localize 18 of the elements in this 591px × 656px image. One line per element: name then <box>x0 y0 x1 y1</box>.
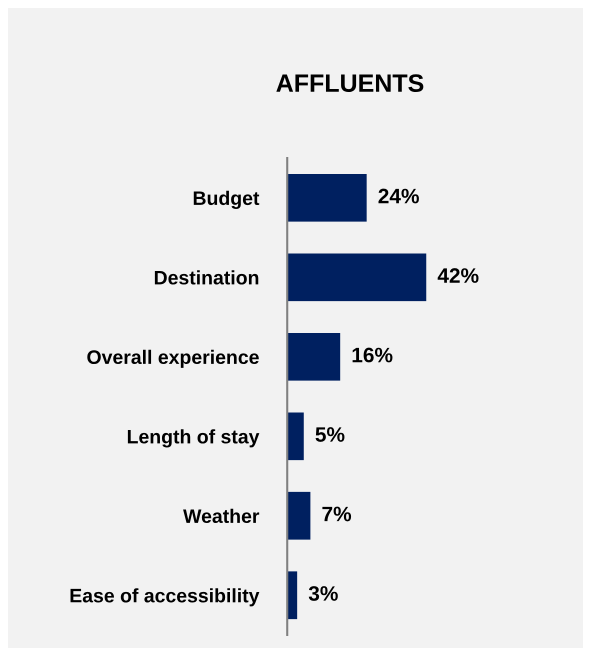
y-tick-label: Overall experience <box>87 350 259 368</box>
bar <box>287 253 426 302</box>
bar <box>287 492 310 540</box>
y-tick-label: Weather <box>183 508 260 524</box>
data-label: 24% <box>378 188 419 204</box>
chart-title: AFFLUENTS <box>276 74 424 92</box>
data-label: 16% <box>352 348 392 362</box>
y-tick-label: Destination <box>154 270 258 285</box>
y-tick-label: Length of stay <box>128 429 260 448</box>
bar <box>287 412 304 460</box>
bar <box>287 174 367 222</box>
data-label: 7% <box>322 506 352 522</box>
y-tick-label: Budget <box>194 190 260 210</box>
data-label: 5% <box>316 427 344 442</box>
data-label: 3% <box>308 586 338 601</box>
data-label: 42% <box>438 268 479 283</box>
bar <box>287 332 340 381</box>
y-tick-label: Ease of accessibility <box>70 588 260 606</box>
